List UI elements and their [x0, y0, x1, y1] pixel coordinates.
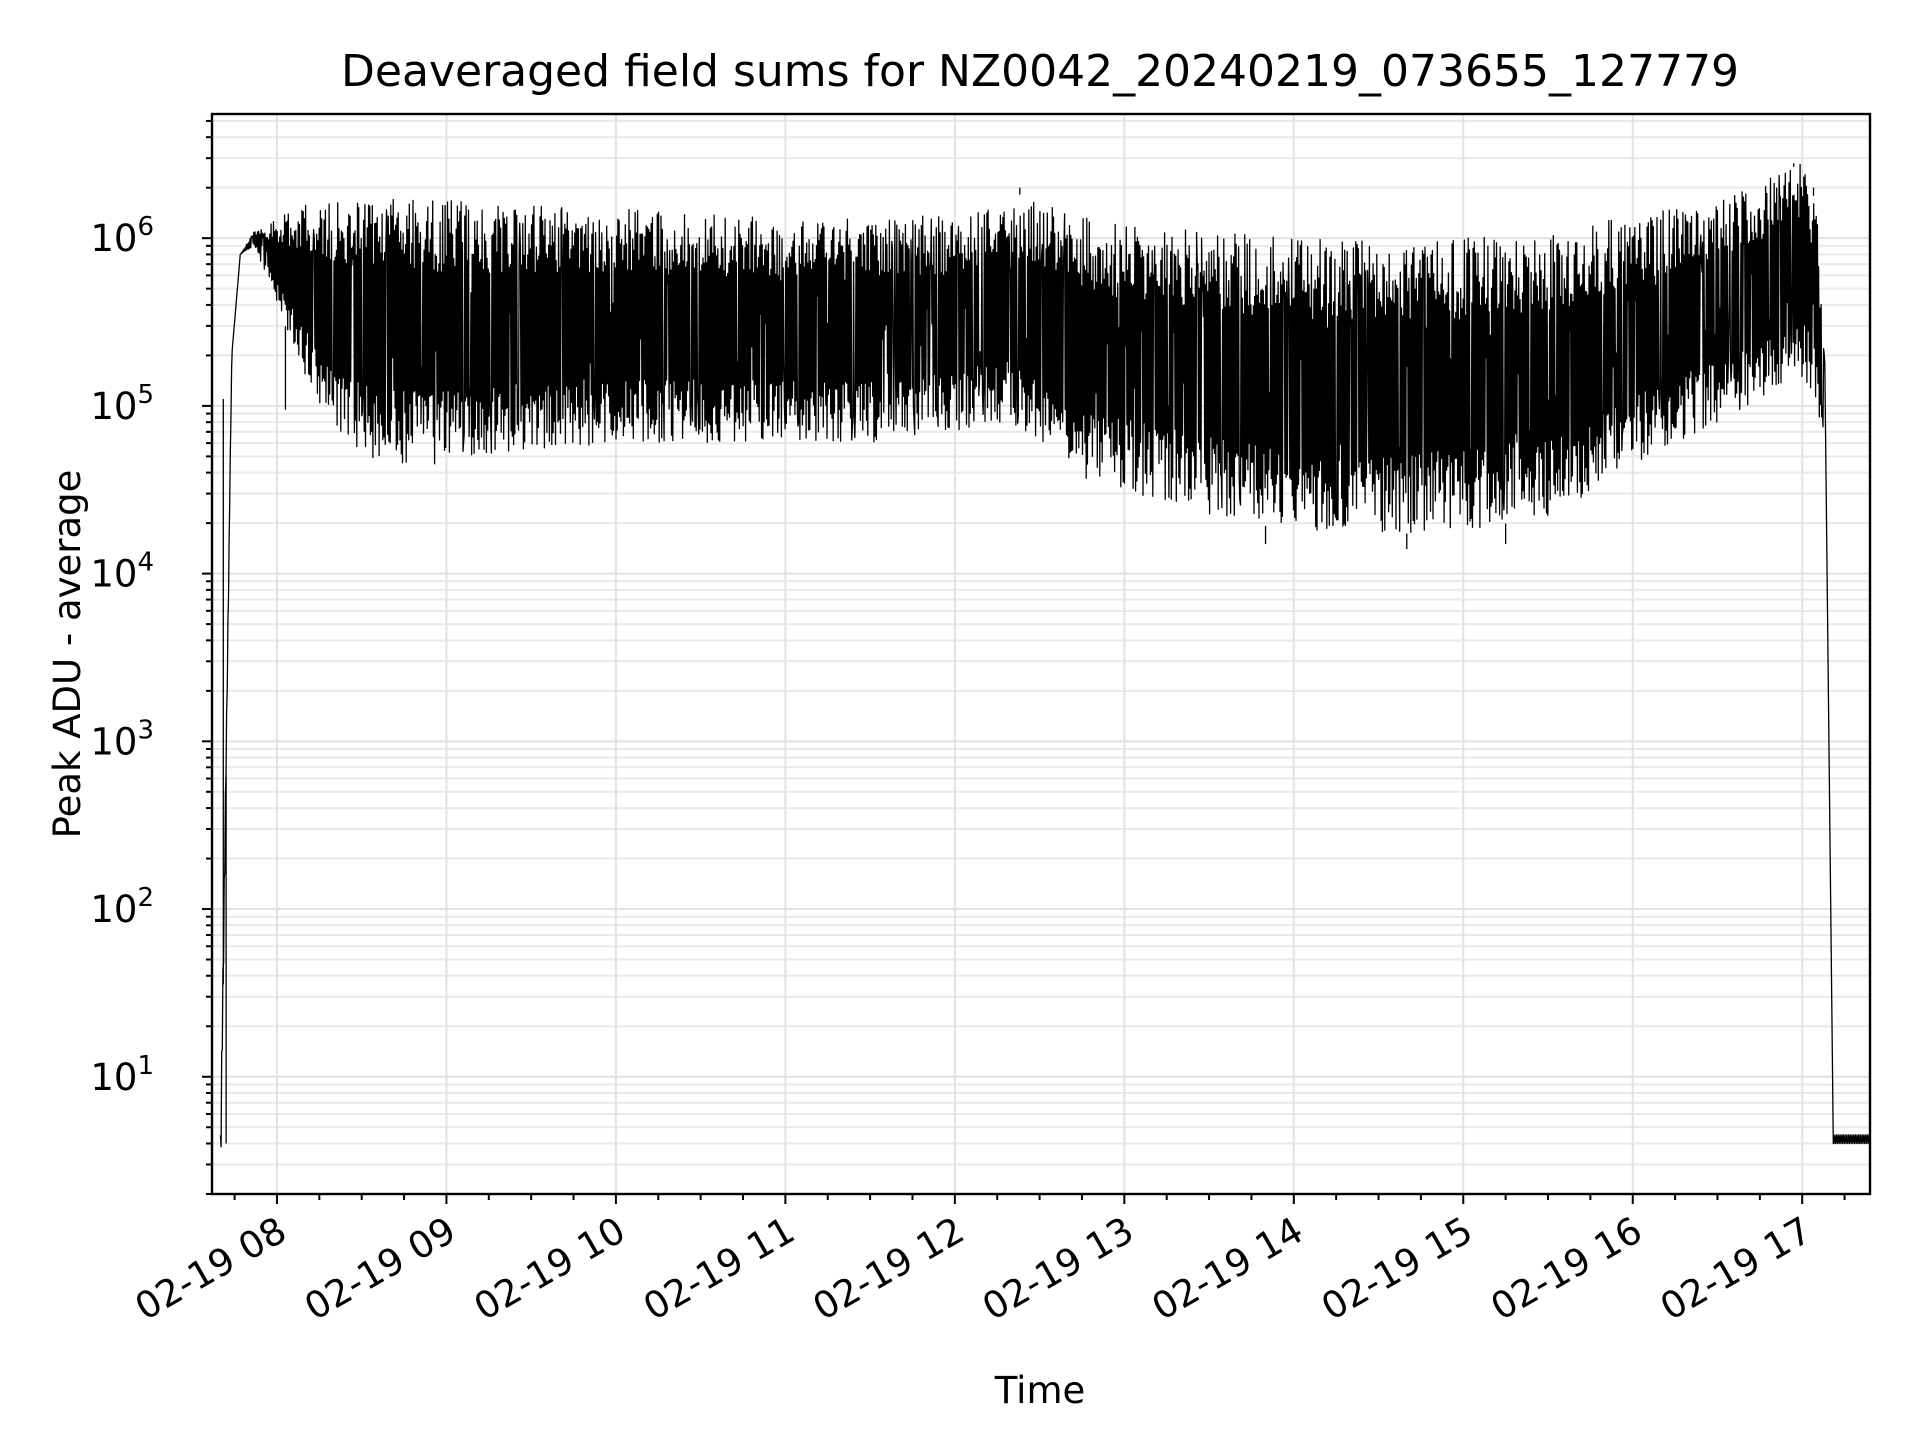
- y-tick-label: 105: [90, 380, 154, 428]
- y-tick-label: 101: [90, 1051, 154, 1099]
- y-tick-label: 102: [90, 883, 154, 931]
- series-trace: [219, 163, 1871, 1148]
- series-layer: [219, 163, 1871, 1148]
- y-axis-label: Peak ADU - average: [46, 470, 89, 839]
- plot-area-frame: [210, 112, 1872, 1196]
- y-tick-label: 103: [90, 715, 154, 763]
- y-tick-label: 106: [90, 212, 154, 260]
- x-axis-label: Time: [994, 1369, 1086, 1412]
- chart-title: Deaveraged field sums for NZ0042_2024021…: [341, 46, 1739, 97]
- y-tick-label: 104: [90, 548, 154, 596]
